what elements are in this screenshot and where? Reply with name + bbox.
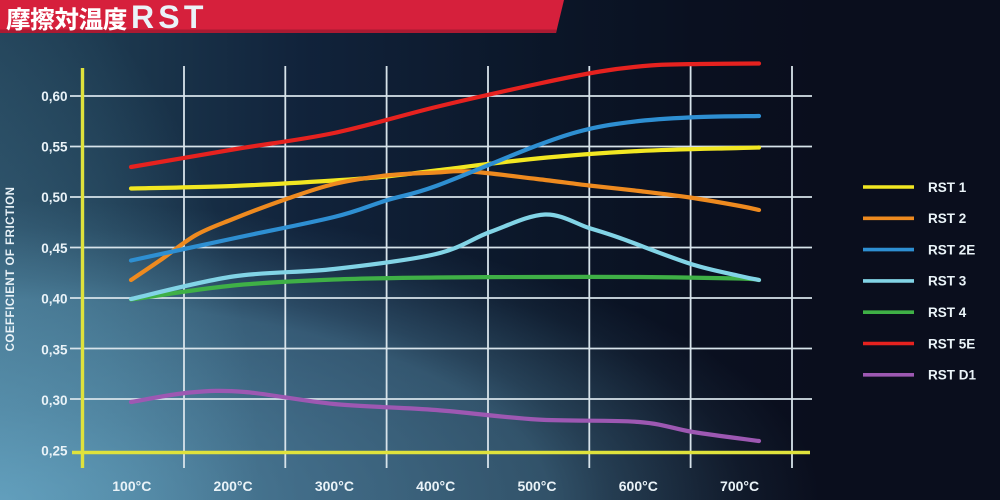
svg-text:400°C: 400°C (416, 478, 455, 494)
svg-text:0,55: 0,55 (41, 140, 68, 155)
svg-text:0,30: 0,30 (41, 393, 67, 408)
svg-text:0,50: 0,50 (41, 190, 67, 205)
svg-text:COEFFICIENT OF FRICTION: COEFFICIENT OF FRICTION (5, 187, 17, 352)
svg-text:RST 2: RST 2 (928, 211, 966, 226)
svg-text:RST 4: RST 4 (928, 305, 967, 320)
svg-text:RST D1: RST D1 (928, 368, 977, 383)
svg-text:RST 3: RST 3 (928, 274, 967, 289)
svg-text:100°C: 100°C (112, 478, 151, 494)
svg-text:RST 2E: RST 2E (928, 242, 975, 257)
svg-text:0,40: 0,40 (41, 292, 67, 307)
svg-text:RST 1: RST 1 (928, 180, 967, 195)
svg-text:RST 5E: RST 5E (928, 336, 975, 351)
svg-text:500°C: 500°C (517, 478, 556, 494)
svg-text:0,35: 0,35 (41, 342, 68, 357)
svg-text:700°C: 700°C (720, 478, 759, 494)
svg-text:600°C: 600°C (619, 478, 658, 494)
svg-text:300°C: 300°C (315, 478, 354, 494)
svg-text:0,45: 0,45 (41, 241, 68, 256)
svg-text:200°C: 200°C (214, 478, 253, 494)
svg-text:0,60: 0,60 (41, 89, 67, 104)
svg-text:RST: RST (131, 0, 208, 35)
svg-text:0,25: 0,25 (41, 444, 68, 459)
